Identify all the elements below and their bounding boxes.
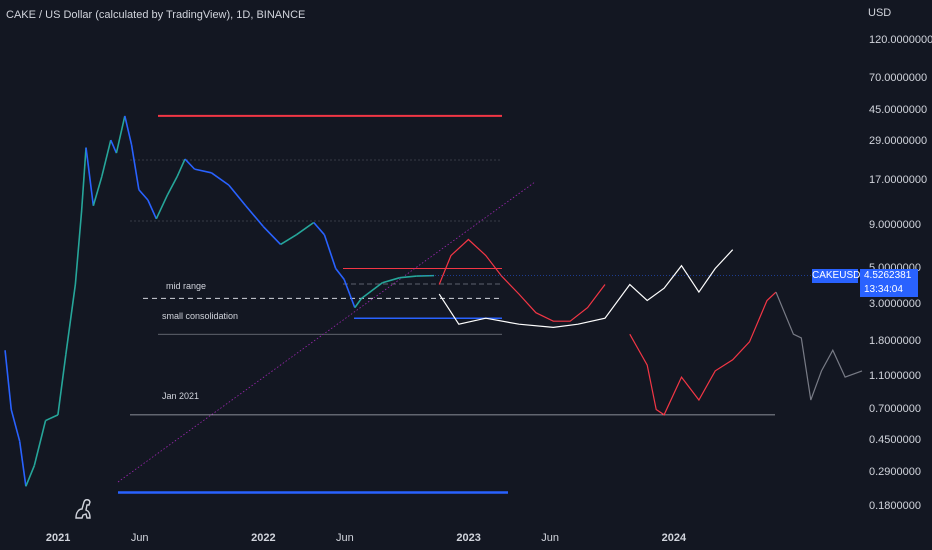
price-segment bbox=[262, 225, 282, 245]
price-segment bbox=[335, 268, 345, 280]
price-segment bbox=[92, 176, 103, 206]
y-tick-label: 29.0000000 bbox=[869, 135, 928, 148]
x-tick-label: 2023 bbox=[456, 532, 481, 544]
price-segment bbox=[45, 414, 59, 422]
price-segment bbox=[361, 282, 383, 299]
x-tick-label: 2024 bbox=[661, 532, 687, 544]
x-tick-label: Jun bbox=[336, 532, 354, 544]
price-segment bbox=[295, 221, 315, 236]
bar-countdown: 13:34:04 bbox=[864, 283, 903, 295]
y-tick-label: 0.4500000 bbox=[869, 434, 921, 447]
annotation-jan-2021: Jan 2021 bbox=[162, 391, 200, 401]
price-segment bbox=[323, 234, 337, 269]
price-segment bbox=[80, 147, 87, 213]
price-segment bbox=[147, 199, 158, 220]
price-segment bbox=[343, 279, 356, 308]
price-segment bbox=[313, 221, 326, 236]
projection-path-red bbox=[438, 238, 606, 322]
currency-label: USD bbox=[868, 7, 892, 19]
last-price-tag: 4.5262381 13:34:04 bbox=[860, 268, 918, 297]
price-segment bbox=[25, 465, 36, 487]
y-tick-label: 1.1000000 bbox=[869, 370, 921, 383]
tradingview-logo-icon[interactable] bbox=[70, 494, 98, 522]
price-segment bbox=[130, 144, 140, 190]
price-segment bbox=[4, 350, 13, 410]
price-segment bbox=[57, 354, 67, 415]
price-segment bbox=[110, 139, 118, 154]
annotation-mid-range: mid range bbox=[166, 281, 207, 291]
price-segment bbox=[18, 441, 27, 487]
price-segment bbox=[382, 276, 401, 284]
price-segment bbox=[228, 184, 247, 207]
chart-title: CAKE / US Dollar (calculated by TradingV… bbox=[6, 9, 306, 21]
price-segment bbox=[166, 176, 178, 196]
y-tick-label: 120.0000000 bbox=[869, 33, 932, 46]
price-segment bbox=[100, 139, 112, 177]
y-tick-label: 9.0000000 bbox=[869, 219, 921, 232]
x-tick-label: Jun bbox=[130, 532, 149, 544]
projection-path-grey bbox=[775, 291, 863, 401]
price-segment bbox=[354, 297, 363, 309]
symbol-price-tag: CAKEUSD bbox=[812, 268, 861, 283]
price-segment bbox=[155, 194, 169, 220]
trendline bbox=[117, 181, 536, 483]
y-tick-label: 1.8000000 bbox=[869, 334, 921, 347]
price-segment bbox=[33, 420, 47, 466]
price-segment bbox=[74, 211, 83, 285]
y-tick-label: 0.1800000 bbox=[869, 499, 921, 512]
price-segment bbox=[280, 234, 297, 246]
x-tick-label: 2021 bbox=[45, 532, 71, 544]
last-price-value: 4.5262381 bbox=[864, 269, 912, 281]
projection-path-white bbox=[438, 249, 734, 329]
price-segment bbox=[85, 147, 95, 206]
price-segment bbox=[10, 409, 21, 442]
y-tick-label: 45.0000000 bbox=[869, 103, 928, 116]
y-tick-label: 17.0000000 bbox=[869, 173, 928, 186]
x-tick-label: 2022 bbox=[251, 532, 276, 544]
price-segment bbox=[194, 168, 212, 174]
price-segment bbox=[138, 189, 149, 201]
x-tick-label: Jun bbox=[541, 532, 560, 544]
y-tick-label: 0.7000000 bbox=[869, 402, 921, 415]
price-segment bbox=[245, 205, 264, 227]
y-tick-label: 70.0000000 bbox=[869, 72, 928, 85]
price-segment bbox=[210, 172, 230, 186]
price-segment bbox=[399, 275, 417, 279]
annotation-small-consolidation: small consolidation bbox=[162, 311, 239, 321]
projection-path-red bbox=[629, 291, 777, 416]
price-segment bbox=[124, 115, 133, 146]
y-tick-label: 0.2900000 bbox=[869, 465, 921, 478]
price-segment bbox=[115, 115, 126, 154]
price-segment bbox=[64, 284, 77, 355]
y-tick-label: 3.0000000 bbox=[869, 298, 921, 311]
price-segment bbox=[184, 158, 196, 170]
price-segment bbox=[176, 158, 186, 178]
